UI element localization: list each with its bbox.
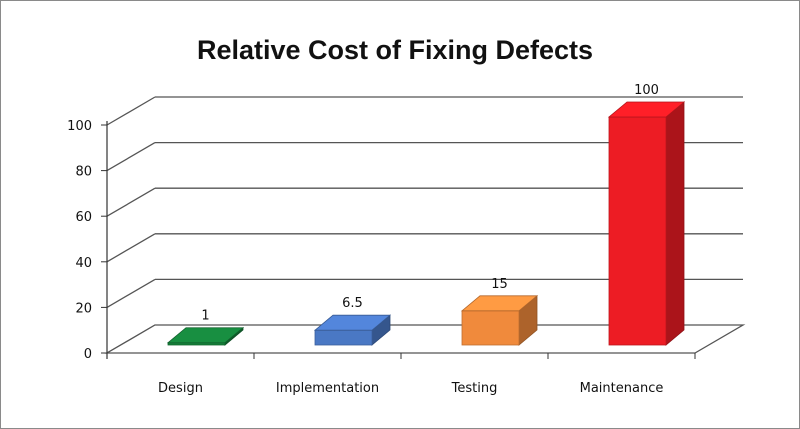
- bars: [166, 101, 686, 346]
- floor: [104, 324, 746, 354]
- bar-side: [665, 101, 685, 346]
- y-tick-label: 0: [84, 347, 92, 362]
- x-tick-label: Maintenance: [580, 381, 664, 396]
- bar-top: [460, 295, 539, 312]
- gridline-side: [106, 96, 156, 126]
- x-tick-label: Testing: [451, 381, 498, 396]
- y-tick-label: 80: [75, 165, 92, 180]
- bar: [608, 116, 667, 346]
- bar-top: [607, 101, 686, 118]
- gridline-side: [106, 187, 156, 217]
- y-tick-label: 20: [75, 301, 92, 316]
- y-tick-label: 100: [67, 119, 92, 134]
- x-tick-label: Implementation: [276, 381, 379, 396]
- bar-top: [313, 314, 392, 331]
- labels: 0 20 40 60 80 100 1 Design 6.5 Implementation 15 Te…: [67, 83, 663, 396]
- data-label: 6.5: [342, 296, 363, 311]
- axes: [101, 121, 696, 359]
- data-label: 15: [491, 277, 508, 292]
- gridline-side: [106, 233, 156, 263]
- x-tick-label: Design: [158, 381, 203, 396]
- data-label: 100: [634, 83, 659, 98]
- gridline-side: [106, 142, 156, 172]
- bar: [461, 310, 520, 346]
- chart-title: Relative Cost of Fixing Defects: [197, 35, 593, 65]
- y-tick-label: 60: [75, 210, 92, 225]
- data-label: 1: [201, 309, 209, 324]
- gridline-side: [106, 278, 156, 308]
- bar-top: [166, 327, 245, 344]
- y-tick-label: 40: [75, 256, 92, 271]
- bar: [314, 329, 373, 346]
